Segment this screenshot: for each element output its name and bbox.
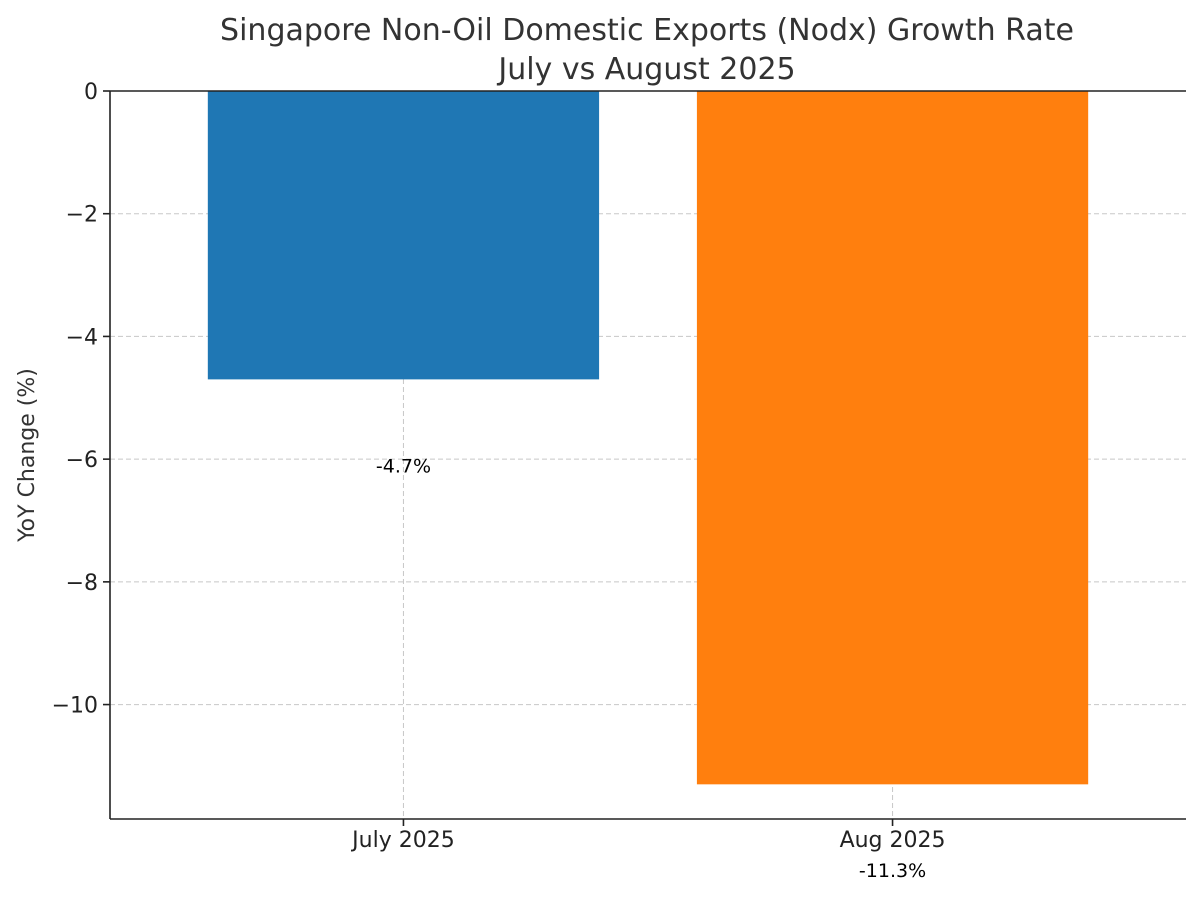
data-label: -4.7% <box>376 455 431 477</box>
data-label: -11.3% <box>859 860 926 882</box>
chart-title: Singapore Non-Oil Domestic Exports (Nodx… <box>220 13 1074 48</box>
y-axis-label: YoY Change (%) <box>15 368 40 543</box>
y-tick-label: −8 <box>66 571 98 596</box>
x-tick-label: July 2025 <box>350 828 455 853</box>
y-tick-label: 0 <box>84 80 98 105</box>
y-tick-label: −2 <box>66 203 98 228</box>
axes: 0 −2 −4 −6 −8 −10 July 2025 Aug 2025 <box>52 80 1186 853</box>
y-tick-label: −6 <box>66 448 98 473</box>
y-tick-label: −10 <box>52 694 98 719</box>
x-tick-label: Aug 2025 <box>840 828 946 853</box>
chart-subtitle: July vs August 2025 <box>496 52 795 87</box>
bar-aug-2025 <box>696 91 1089 785</box>
data-labels: -4.7% -11.3% <box>376 455 926 882</box>
y-tick-label: −4 <box>66 325 98 350</box>
bar-july-2025 <box>207 91 600 380</box>
bars <box>207 91 1089 785</box>
